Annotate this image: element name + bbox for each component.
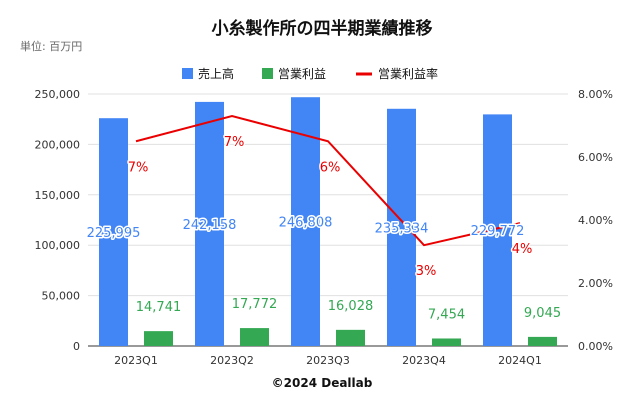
- revenue-data-label: 229,772: [471, 224, 525, 239]
- credit-label: ©2024 Deallab: [272, 376, 373, 390]
- operating-profit-bar: [144, 331, 173, 346]
- legend-margin-label: 営業利益率: [378, 66, 438, 81]
- operating-profit-data-label: 7,454: [428, 307, 465, 322]
- x-tick-label: 2023Q3: [306, 354, 350, 367]
- y-left-tick-label: 0: [73, 340, 80, 353]
- revenue-data-label: 225,995: [87, 226, 141, 241]
- data-labels: 225,995 14,741 242,158 17,772 246,808 16,028 2…: [85, 134, 562, 324]
- y-right-tick-label: 4.00%: [578, 214, 613, 227]
- revenue-bar: [195, 101, 224, 346]
- operating-profit-bar: [432, 338, 461, 346]
- margin-data-label: 6%: [320, 160, 341, 175]
- legend: 売上高 営業利益 営業利益率: [182, 66, 438, 81]
- y-left-tick-label: 100,000: [35, 239, 81, 252]
- operating-profit-bar: [528, 336, 557, 346]
- y-left-tick-label: 200,000: [35, 138, 81, 151]
- operating-profit-data-label: 9,045: [524, 306, 561, 321]
- margin-data-label: 3%: [416, 264, 437, 279]
- y-right-tick-label: 8.00%: [578, 88, 613, 101]
- operating-profit-bar: [336, 329, 365, 346]
- legend-revenue-swatch: [182, 68, 193, 79]
- x-tick-label: 2023Q2: [210, 354, 254, 367]
- x-tick-label: 2024Q1: [498, 354, 542, 367]
- revenue-data-label: 235,334: [375, 221, 429, 236]
- operating-profit-data-label: 14,741: [136, 300, 182, 315]
- revenue-bar: [99, 118, 128, 346]
- x-tick-label: 2023Q1: [114, 354, 158, 367]
- y-right-tick-label: 0.00%: [578, 340, 613, 353]
- margin-line: [135, 115, 521, 247]
- y-left-tick-label: 250,000: [35, 88, 81, 101]
- revenue-data-label: 246,808: [279, 216, 333, 231]
- legend-operating-profit-swatch: [262, 68, 273, 79]
- y-right-tick-label: 6.00%: [578, 151, 613, 164]
- operating-profit-data-label: 17,772: [232, 297, 278, 312]
- margin-data-label: 7%: [224, 135, 245, 150]
- x-tick-label: 2023Q4: [402, 354, 446, 367]
- y-right-tick-label: 2.00%: [578, 277, 613, 290]
- margin-series-line: [135, 115, 521, 247]
- y-left-tick-label: 50,000: [42, 290, 81, 303]
- operating-profit-bar: [240, 328, 269, 346]
- unit-label: 単位: 百万円: [20, 39, 82, 53]
- revenue-data-label: 242,158: [183, 218, 237, 233]
- axes: 0 50,000 100,000 150,000 200,000 250,000 0.00%…: [35, 88, 613, 367]
- legend-operating-profit-label: 営業利益: [278, 67, 326, 81]
- chart-title: 小糸製作所の四半期業績推移: [212, 18, 433, 39]
- y-left-tick-label: 150,000: [35, 189, 81, 202]
- margin-data-label: 4%: [512, 242, 533, 257]
- revenue-bar: [387, 108, 416, 346]
- legend-revenue-label: 売上高: [198, 66, 234, 81]
- operating-profit-data-label: 16,028: [328, 299, 374, 314]
- margin-data-label: 7%: [128, 160, 149, 175]
